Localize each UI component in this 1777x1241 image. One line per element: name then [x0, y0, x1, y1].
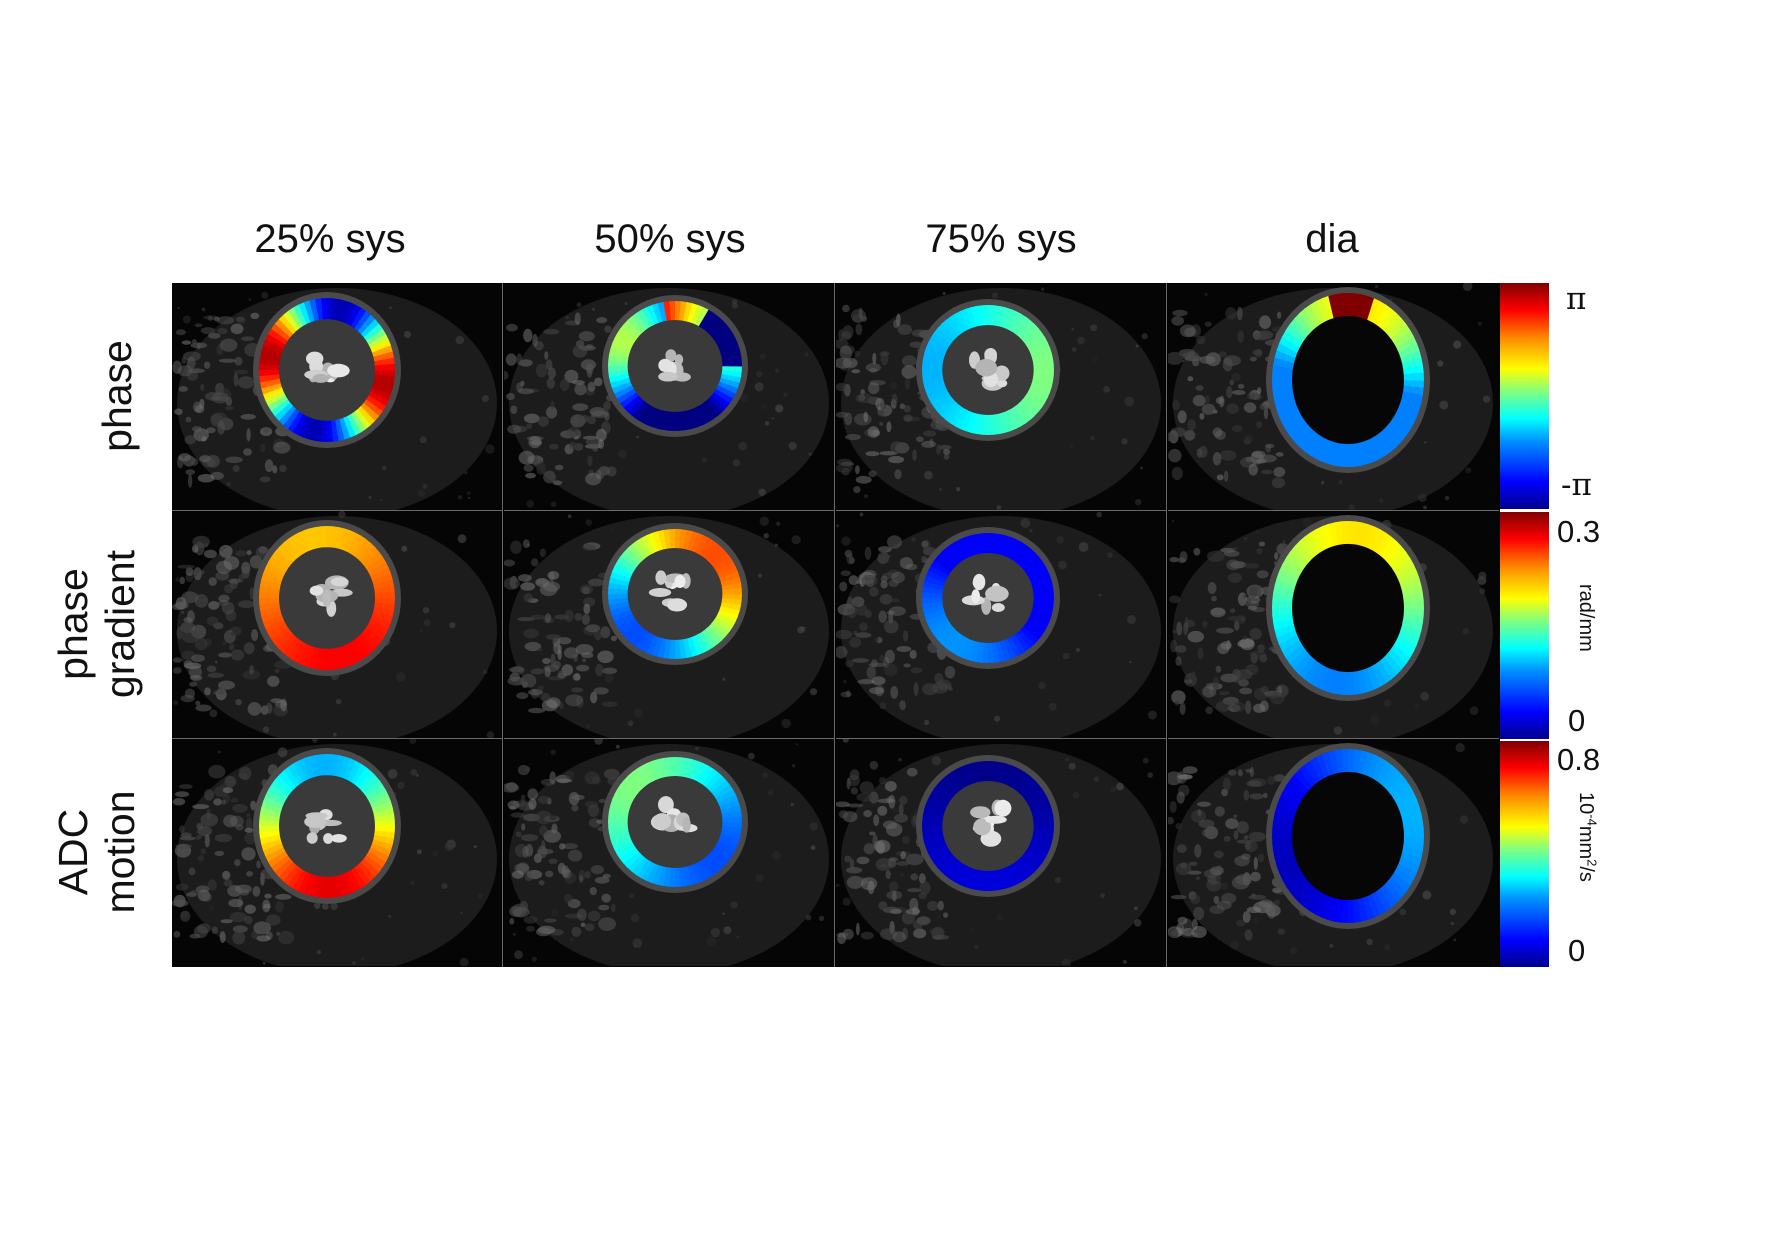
colorbar-phase-gradient: [1500, 512, 1549, 739]
mri-panel-row2-col3: [836, 511, 1167, 739]
mri-image: [172, 288, 497, 510]
mri-panel-row3-col2: [504, 739, 835, 967]
mri-panel-row1-col3: [836, 283, 1167, 511]
mri-panel-row1-col4: [1168, 283, 1499, 511]
mri-image: [1168, 283, 1493, 510]
colorbar-phase-gradient-unit: rad/mm: [1575, 584, 1597, 652]
mri-panel-row3-col4: [1168, 739, 1499, 967]
colorbar-adc-motion-unit: 10-4mm2/s: [1575, 792, 1600, 882]
colorbar-adc-motion: [1500, 741, 1549, 967]
mri-image: [504, 739, 829, 966]
mri-image: [836, 511, 1161, 738]
column-label-75-sys: 75% sys: [925, 217, 1077, 261]
unit-exponent: -4: [1584, 814, 1600, 826]
mri-image: [1168, 743, 1493, 966]
mri-image: [172, 511, 497, 738]
colorbar-phase: [1500, 283, 1549, 509]
colorbar-adc-motion-min-label: 0: [1568, 933, 1586, 968]
mri-panel-row1-col2: [504, 283, 835, 511]
column-label-dia: dia: [1305, 217, 1359, 261]
row-label-phase-gradient-line1: phase: [50, 568, 96, 680]
row-label-phase-gradient-line2: gradient: [97, 549, 143, 699]
mri-image: [1169, 515, 1493, 738]
mri-panel-row2-col1: [172, 511, 503, 739]
mri-image: [172, 739, 497, 966]
mri-panel-row3-col1: [172, 739, 503, 967]
mri-image: [504, 288, 829, 510]
mri-image: [504, 514, 829, 738]
row-label-adc-motion-line1: ADC: [50, 808, 96, 896]
mri-image-grid: [172, 283, 1500, 967]
row-label-phase: phase: [62, 282, 172, 510]
colorbar-phase-gradient-min-label: 0: [1568, 703, 1586, 738]
mri-image: [836, 287, 1161, 510]
unit-base: 10: [1575, 792, 1597, 815]
row-label-phase-line1: phase: [93, 340, 140, 452]
row-label-adc-motion-line2: motion: [97, 790, 143, 914]
colorbar-phase-min-label: -π: [1561, 467, 1592, 503]
mri-panel-row2-col4: [1168, 511, 1499, 739]
unit-mm: mm: [1575, 825, 1597, 860]
colorbar-phase-gradient-max-label: 0.3: [1557, 514, 1601, 549]
unit-per-second: /s: [1575, 866, 1597, 882]
mri-image: [836, 739, 1161, 966]
colorbar-phase-max-label: π: [1566, 281, 1587, 317]
row-label-adc-motion: ADC motion: [42, 738, 152, 966]
mri-panel-row3-col3: [836, 739, 1167, 967]
colorbar-adc-motion-max-label: 0.8: [1557, 742, 1601, 777]
row-label-phase-gradient: phase gradient: [42, 510, 152, 738]
mri-panel-row1-col1: [172, 283, 503, 511]
column-label-25-sys: 25% sys: [254, 217, 406, 261]
mri-panel-row2-col2: [504, 511, 835, 739]
column-label-50-sys: 50% sys: [594, 217, 746, 261]
